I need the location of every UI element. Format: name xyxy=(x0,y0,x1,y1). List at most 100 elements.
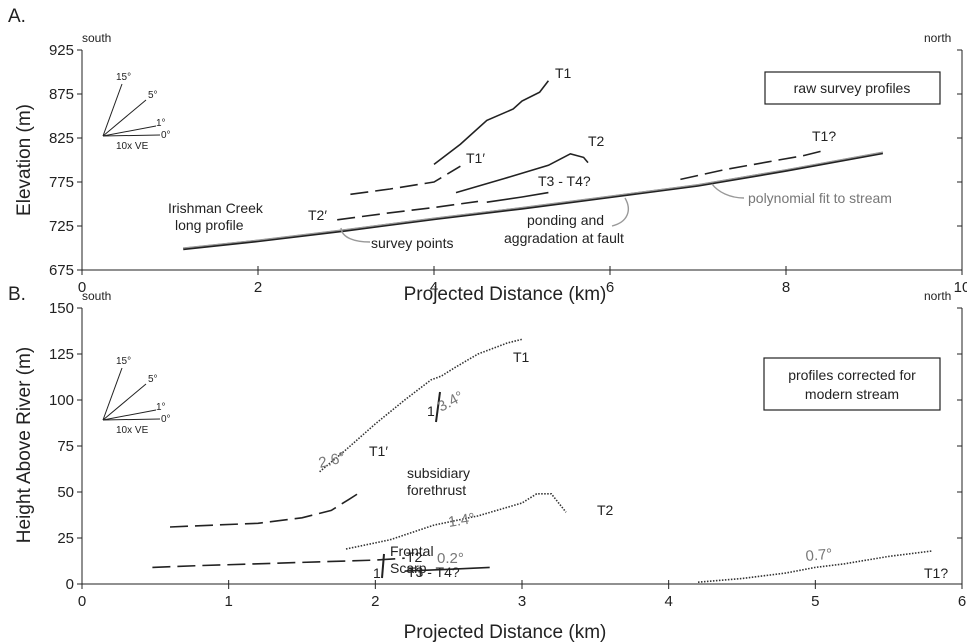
series-t2 xyxy=(345,493,567,550)
label-a-ponding-2: aggradation at fault xyxy=(504,230,624,246)
pointer-survey xyxy=(340,227,371,243)
x-tick-label: 0 xyxy=(78,593,86,610)
x-tick-label: 6 xyxy=(606,279,614,296)
label-a-t34: T3 - T4? xyxy=(538,173,591,189)
label-b-scarp-1: Frontal xyxy=(390,543,434,559)
y-tick-label: 75 xyxy=(57,438,74,455)
panel-b-y-title: Height Above River (m) xyxy=(14,347,35,543)
gauge-line-15 xyxy=(102,83,123,137)
x-tick-label: 6 xyxy=(958,593,966,610)
angle-b-t2: 1.4° xyxy=(447,510,476,531)
series-t2 xyxy=(455,152,589,194)
panel-a-y-title: Elevation (m) xyxy=(14,104,35,216)
gauge-b-ve-label: 10x VE xyxy=(116,425,149,436)
y-tick-label: 50 xyxy=(57,484,74,501)
gauge-b-label-1: 1° xyxy=(156,402,166,413)
y-tick-label: 875 xyxy=(49,86,74,103)
y-tick-label: 125 xyxy=(49,346,74,363)
pointer-fit xyxy=(711,183,745,199)
series-irishman-creek-long-profile xyxy=(183,151,884,251)
gauge-b-label-15: 15° xyxy=(116,356,131,367)
gauge-b-line-15 xyxy=(102,367,123,421)
x-tick-label: 8 xyxy=(782,279,790,296)
y-tick-label: 775 xyxy=(49,174,74,191)
angle-b-t1q: 0.7° xyxy=(805,546,833,565)
gauge-line-0 xyxy=(102,134,161,137)
panel-b-box xyxy=(763,357,941,411)
series-t2 xyxy=(337,200,479,221)
panel-a: A. south north 0 2 4 6 8 10 675 725 775 825 875 925… xyxy=(8,6,967,305)
series-t1 xyxy=(433,80,550,166)
panel-a-label: A. xyxy=(8,6,26,27)
label-b-t2p: T2′ xyxy=(406,549,425,565)
angle-b-t2p: 0.2° xyxy=(437,550,464,567)
x-tick-label: 2 xyxy=(254,279,262,296)
label-b-forethrust-2: forethrust xyxy=(407,482,466,498)
label-b-t1q: T1? xyxy=(924,565,948,581)
y-tick-label: 725 xyxy=(49,218,74,235)
y-tick-label: 100 xyxy=(49,392,74,409)
series-t3-t4 xyxy=(486,191,549,203)
label-a-ponding-1: ponding and xyxy=(527,212,604,228)
gauge-label-1: 1° xyxy=(156,118,166,129)
label-a-t2: T2 xyxy=(588,133,605,149)
series-polynomial-fit-to-stream xyxy=(183,151,883,249)
series-t1 xyxy=(680,150,822,181)
x-tick-label: 5 xyxy=(811,593,819,610)
panel-a-box xyxy=(764,71,941,105)
x-tick-label: 4 xyxy=(664,593,672,610)
panel-b-ticks: 0 1 2 3 4 5 6 0 25 50 75 100 125 150 xyxy=(49,300,966,610)
label-a-t1q: T1? xyxy=(812,128,836,144)
fault-subsidiary-arrow: 1 xyxy=(427,403,435,419)
label-b-t34: T3 - T4? xyxy=(407,564,460,580)
pointer-ponding xyxy=(611,197,629,227)
label-b-scarp-2: Scarp xyxy=(390,560,427,576)
label-a-t1: T1 xyxy=(555,65,572,81)
y-tick-label: 25 xyxy=(57,530,74,547)
y-tick-label: 825 xyxy=(49,130,74,147)
series-t1 xyxy=(350,165,461,196)
panel-b-south-label: south xyxy=(82,289,111,303)
fault-subsidiary xyxy=(435,391,441,423)
gauge-b-line-5 xyxy=(102,383,147,421)
gauge-ve-label: 10x VE xyxy=(116,141,149,152)
panel-a-ticks: 0 2 4 6 8 10 675 725 775 825 875 925 xyxy=(49,42,967,296)
gauge-label-5: 5° xyxy=(148,90,158,101)
panel-a-series xyxy=(183,80,884,251)
gauge-b-line-1 xyxy=(102,409,157,421)
label-a-creek-1: Irishman Creek xyxy=(168,200,264,216)
series-t1 xyxy=(169,493,359,528)
label-a-t2p: T2′ xyxy=(308,207,327,223)
panel-a-north-label: north xyxy=(924,31,951,45)
x-tick-label: 0 xyxy=(78,279,86,296)
x-tick-label: 3 xyxy=(518,593,526,610)
x-tick-label: 4 xyxy=(430,279,438,296)
panel-b-label: B. xyxy=(8,284,26,305)
label-b-forethrust-1: subsidiary xyxy=(407,465,470,481)
fault-frontal-arrow: 1 xyxy=(373,565,381,581)
panel-b-box-text-1: profiles corrected for xyxy=(788,367,916,383)
angle-b-t1p: 2.6° xyxy=(317,449,347,472)
gauge-b-label-5: 5° xyxy=(148,374,158,385)
series-t3-t4 xyxy=(404,566,490,572)
panel-a-box-text: raw survey profiles xyxy=(794,80,911,96)
panel-a-x-title: Projected Distance (km) xyxy=(404,284,607,305)
series-t1 xyxy=(319,338,523,473)
fault-frontal xyxy=(381,553,385,579)
label-b-t2: T2 xyxy=(597,502,614,518)
panel-a-south-label: south xyxy=(82,31,111,45)
panel-b-slope-gauge: 15° 5° 1° 0° 10x VE xyxy=(102,356,171,436)
x-tick-label: 2 xyxy=(371,593,379,610)
label-a-survey: survey points xyxy=(371,235,453,251)
panel-b-series xyxy=(152,338,933,583)
label-a-fit: polynomial fit to stream xyxy=(748,190,892,206)
panel-b-north-label: north xyxy=(924,289,951,303)
y-tick-label: 675 xyxy=(49,262,74,279)
gauge-label-15: 15° xyxy=(116,72,131,83)
label-b-t1p: T1′ xyxy=(369,443,388,459)
x-tick-label: 10 xyxy=(954,279,967,296)
panel-b: B. south north 0 1 2 3 4 5 6 0 25 50 75 100 125 150 P… xyxy=(8,284,966,643)
label-b-t1: T1 xyxy=(513,349,530,365)
panel-a-slope-gauge: 15° 5° 1° 0° 10x VE xyxy=(102,72,171,152)
